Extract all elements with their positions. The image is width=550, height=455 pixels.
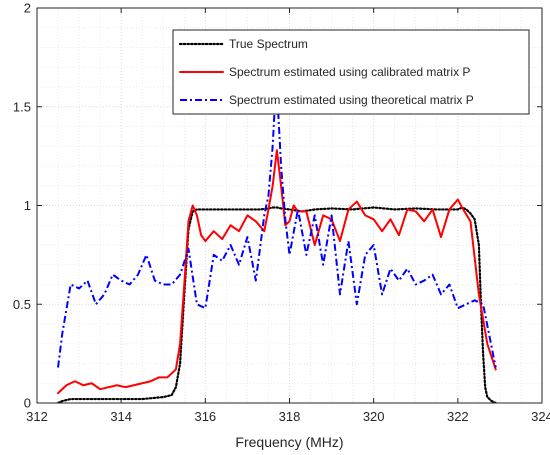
legend-label-1: Spectrum estimated using calibrated matr… <box>229 65 470 79</box>
x-tick-label: 320 <box>363 409 385 424</box>
legend-box <box>172 29 530 115</box>
y-tick-label: 0 <box>24 396 31 411</box>
x-tick-label: 324 <box>531 409 550 424</box>
y-tick-label: 0.5 <box>13 297 31 312</box>
y-tick-label: 1.5 <box>13 99 31 114</box>
axis-ticks: 312 314 316 318 320 322 324 0 0.5 1 1.5 2 <box>13 1 550 425</box>
x-tick-label: 322 <box>447 409 469 424</box>
legend-label-2: Spectrum estimated using theoretical mat… <box>229 93 474 107</box>
legend-label-0: True Spectrum <box>229 37 308 51</box>
series-line-0 <box>56 206 497 403</box>
y-tick-label: 1 <box>24 198 31 213</box>
x-tick-label: 314 <box>110 409 132 424</box>
series-line-1 <box>57 149 497 395</box>
x-axis-label: Frequency (MHz) <box>235 434 343 450</box>
x-tick-label: 312 <box>26 409 48 424</box>
y-tick-label: 2 <box>24 1 31 16</box>
legend: True Spectrum Spectrum estimated using ca… <box>172 29 530 115</box>
x-tick-label: 318 <box>279 409 301 424</box>
x-tick-label: 316 <box>194 409 216 424</box>
